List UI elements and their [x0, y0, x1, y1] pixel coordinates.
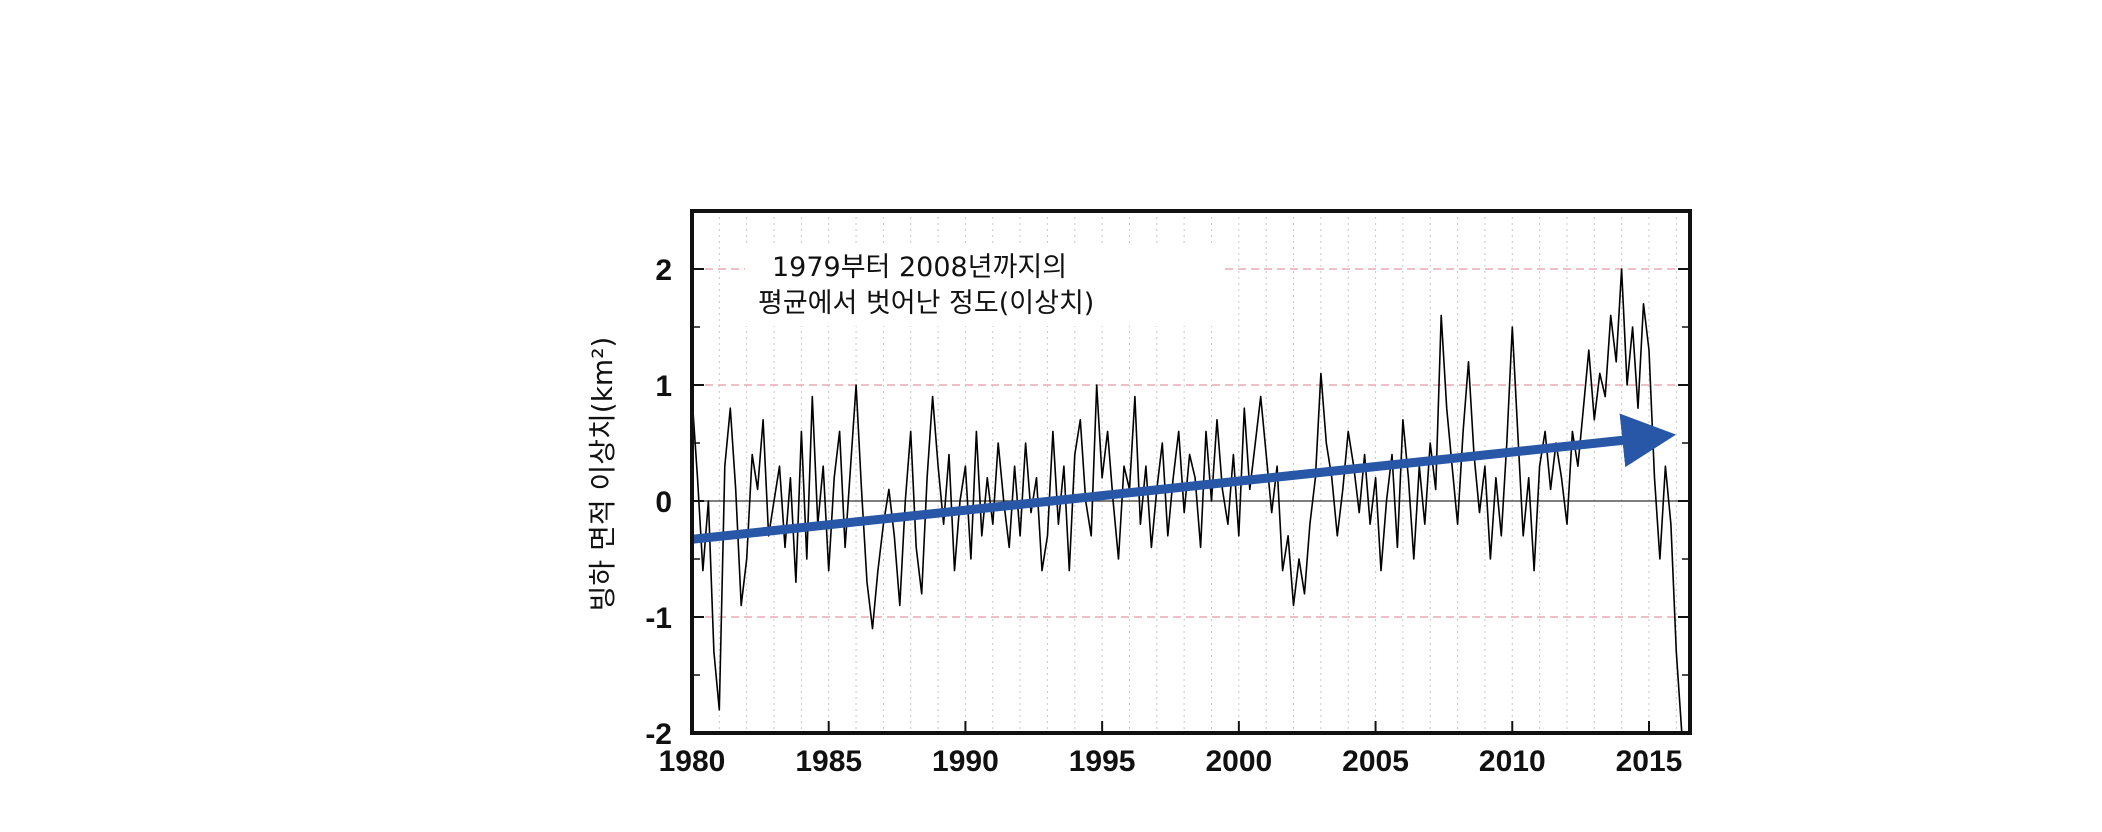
x-axis: 1980 1985 1990 1995 2000 2005 2010 2015 [659, 721, 1683, 778]
x-tick-label: 1990 [932, 745, 999, 778]
annotation-line-1: 1979부터 2008년까지의 [772, 252, 1067, 283]
x-tick-label: 2000 [1205, 745, 1272, 778]
x-tick-label: 2010 [1479, 745, 1546, 778]
x-tick-label: 1995 [1069, 745, 1136, 778]
trend-arrow [692, 413, 1677, 544]
y-tick-label: 2 [655, 254, 672, 287]
x-tick-label: 1985 [795, 745, 862, 778]
x-tick-label: 1980 [659, 745, 726, 778]
plot-frame [690, 209, 1692, 735]
y-tick-label: -1 [645, 602, 672, 635]
annotation-line-2: 평균에서 벗어난 정도(이상치) [758, 288, 1094, 319]
y-tick-label: 0 [655, 486, 672, 519]
y-axis-label: 빙하 면적 이상치(km²) [586, 337, 619, 612]
y-tick-label: -2 [645, 718, 672, 751]
y-axis: 2 1 0 -1 -2 [645, 254, 1690, 751]
annotation-background [745, 246, 1225, 326]
ice-area-anomaly-line [692, 268, 1683, 733]
y-tick-label: 1 [655, 370, 672, 403]
x-tick-label: 2015 [1616, 745, 1683, 778]
x-tick-label: 2005 [1342, 745, 1409, 778]
